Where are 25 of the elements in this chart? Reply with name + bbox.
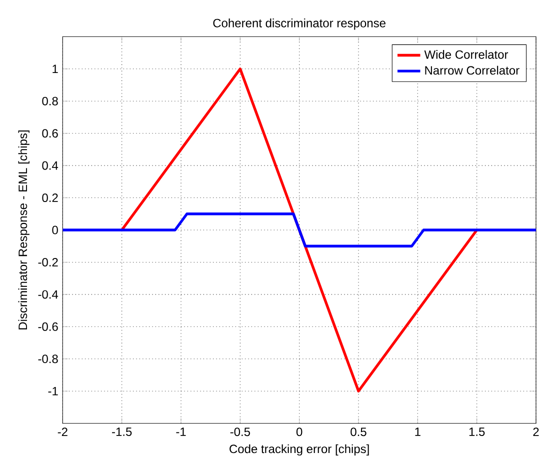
y-tick-label: 1	[52, 64, 58, 74]
x-tick-label: 1	[415, 428, 420, 436]
chart-title: Coherent discriminator response	[213, 18, 386, 30]
x-tick-label: -1.5	[112, 428, 132, 436]
legend-label: Narrow Correlator	[425, 66, 520, 75]
y-tick-label: 0.2	[42, 194, 58, 202]
y-tick-label: 0.8	[42, 96, 58, 106]
y-axis-title: Discriminator Response - EML [chips]	[18, 130, 30, 330]
x-axis-title: Code tracking error [chips]	[230, 444, 369, 456]
x-tick-label: 2	[533, 428, 539, 436]
y-tick-label: 0.4	[42, 161, 58, 170]
y-tick-label: -0.8	[38, 354, 58, 364]
y-tick-label: -0.2	[38, 258, 58, 266]
x-tick-label: 1.5	[469, 428, 485, 436]
y-tick-label: -1	[48, 386, 58, 396]
x-tick-label: 0	[296, 428, 302, 436]
y-tick-label: 0	[52, 226, 58, 234]
y-tick-label: -0.4	[38, 290, 58, 299]
legend-label: Wide Correlator	[424, 50, 508, 59]
y-tick-label: -0.6	[38, 322, 58, 331]
y-tick-label: 0.6	[42, 129, 58, 138]
x-tick-label: -2	[58, 428, 68, 436]
x-tick-label: -1	[176, 428, 186, 436]
x-tick-label: -0.5	[230, 428, 250, 436]
x-tick-label: 0.5	[350, 428, 366, 436]
